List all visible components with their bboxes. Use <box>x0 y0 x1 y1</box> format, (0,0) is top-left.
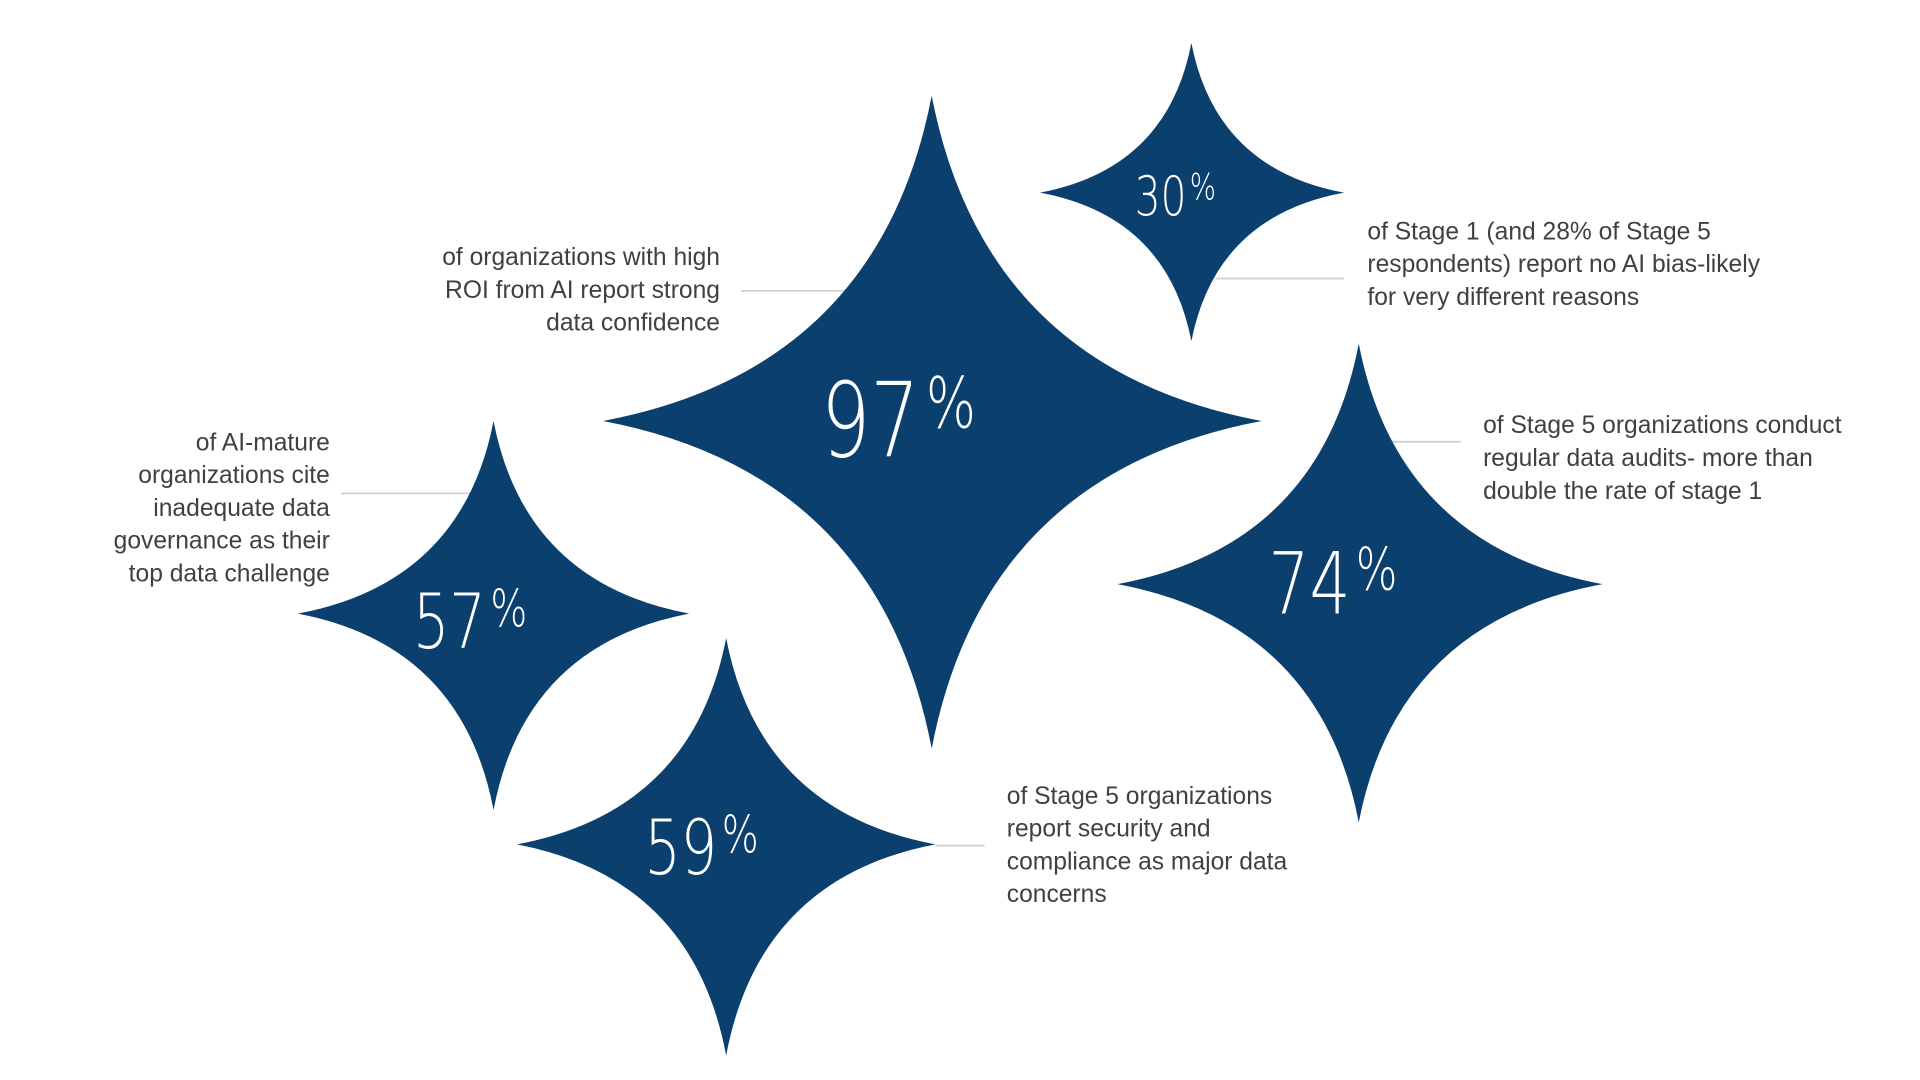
star-shape <box>1117 343 1603 823</box>
star-shape <box>1040 42 1344 342</box>
description-line: of Stage 5 organizations <box>1007 783 1272 810</box>
star-shape <box>516 638 936 1056</box>
description-line: of Stage 1 (and 28% of Stage 5 <box>1367 218 1710 245</box>
description-line: data confidence <box>546 310 720 337</box>
stat-value: 59% <box>644 804 758 892</box>
description-line: report security and <box>1007 816 1211 843</box>
description-line: compliance as major data <box>1007 848 1288 875</box>
stat-description: of Stage 5 organizations report security … <box>1007 783 1288 908</box>
description-line: double the rate of stage 1 <box>1483 478 1762 505</box>
stat-97: 97 % of organizations with high ROI from AI… <box>442 95 1262 749</box>
description-line: concerns <box>1007 881 1107 908</box>
stat-74: 74 % of Stage 5 organizations conduct regul… <box>1117 343 1842 823</box>
description-line: regular data audits- more than <box>1483 445 1813 472</box>
stat-number: 74 <box>1268 533 1350 634</box>
stat-description: of AI-mature organizations cite inadequate… <box>114 429 331 587</box>
star-shape <box>603 95 1262 749</box>
stat-unit: % <box>1190 166 1216 209</box>
stat-unit: % <box>926 362 976 445</box>
stat-value: 30% <box>1135 166 1216 229</box>
stat-unit: % <box>490 579 527 639</box>
stat-number: 97 <box>821 360 920 481</box>
stat-number: 30 <box>1135 166 1187 228</box>
description-line: inadequate data <box>153 495 330 522</box>
stat-59: 59 % of Stage 5 organizations report securi… <box>516 638 1288 1056</box>
stat-description: of organizations with high ROI from AI re… <box>442 244 720 336</box>
stat-unit: % <box>722 805 759 865</box>
stat-number: 57 <box>413 578 486 666</box>
stat-value: 57% <box>413 578 527 666</box>
stat-value: 74% <box>1268 533 1397 634</box>
stat-30: 30 % of Stage 1 (and 28% of Stage 5 respond… <box>1040 42 1761 342</box>
description-line: ROI from AI report strong <box>445 277 720 304</box>
description-line: for very different reasons <box>1367 284 1639 311</box>
stat-description: of Stage 5 organizations conduct regular … <box>1483 412 1842 504</box>
description-line: of Stage 5 organizations conduct <box>1483 412 1842 439</box>
star-shape <box>297 420 690 810</box>
stat-57: 57 % of AI-mature organizations cite inadequ… <box>114 420 690 810</box>
stat-description: of Stage 1 (and 28% of Stage 5 respondent… <box>1367 218 1760 310</box>
description-line: top data challenge <box>129 561 330 588</box>
stat-unit: % <box>1356 536 1398 604</box>
description-line: organizations cite <box>138 462 330 489</box>
stat-value: 97% <box>821 360 976 481</box>
description-line: of AI-mature <box>196 429 330 456</box>
stat-number: 59 <box>644 804 717 892</box>
description-line: governance as their <box>114 528 330 555</box>
description-line: of organizations with high <box>442 244 720 271</box>
description-line: respondents) report no AI bias-likely <box>1367 251 1760 278</box>
